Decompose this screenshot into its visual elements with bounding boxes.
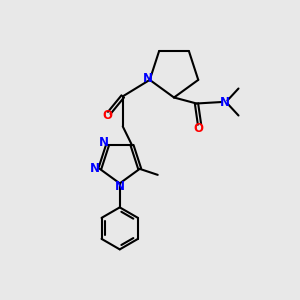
Text: N: N bbox=[220, 95, 230, 109]
Text: O: O bbox=[193, 122, 203, 135]
Text: N: N bbox=[99, 136, 109, 149]
Text: N: N bbox=[143, 72, 153, 85]
Text: O: O bbox=[103, 110, 113, 122]
Text: N: N bbox=[89, 162, 99, 176]
Text: N: N bbox=[115, 181, 125, 194]
